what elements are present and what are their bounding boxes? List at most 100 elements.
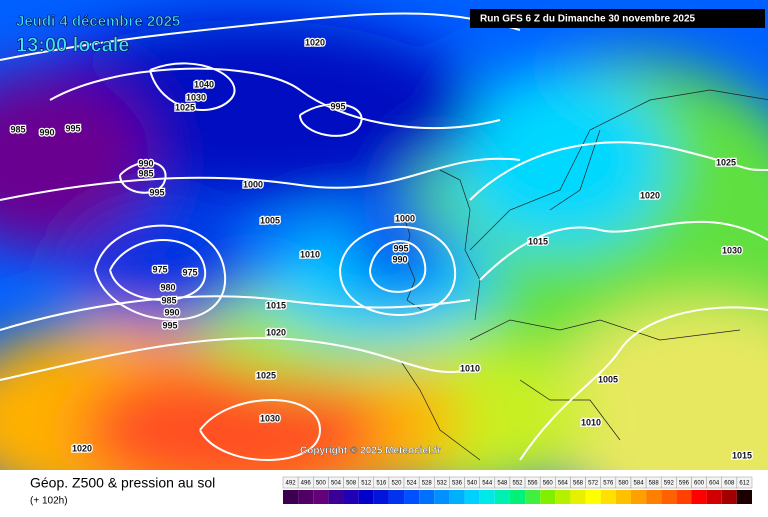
isobar-label: 995: [65, 123, 80, 133]
scale-label: 568: [573, 481, 584, 487]
scale-swatch: [600, 490, 616, 504]
isobar-label: 995: [393, 243, 408, 253]
isobar-label: 1005: [260, 215, 280, 225]
scale-label: 576: [603, 481, 614, 487]
scale-label: 572: [588, 481, 599, 487]
scale-swatch: [570, 490, 586, 504]
lead-time: (+ 102h): [30, 496, 68, 507]
scale-label: 492: [286, 481, 297, 487]
scale-label: 504: [331, 481, 342, 487]
isobar-label: 1020: [640, 190, 660, 200]
scale-label: 548: [497, 481, 508, 487]
scale-label: 564: [558, 481, 569, 487]
scale-label: 512: [361, 481, 372, 487]
scale-swatch: [404, 490, 420, 504]
isobar-label: 1010: [460, 363, 480, 373]
isobar-label: 1030: [186, 92, 206, 102]
scale-label: 528: [422, 481, 433, 487]
time: 13:00 locale: [16, 34, 129, 56]
isobar-label: 1030: [722, 245, 742, 255]
scale-swatch: [494, 490, 510, 504]
isobar-label: 1020: [266, 327, 286, 337]
scale-swatch: [313, 490, 329, 504]
scale-label: 584: [634, 481, 645, 487]
scale-swatch: [585, 490, 601, 504]
run: Run GFS 6 Z du Dimanche 30 novembre 2025: [480, 14, 696, 25]
scale-swatch: [343, 490, 359, 504]
scale-swatch: [419, 490, 435, 504]
scale-label: 612: [739, 481, 750, 487]
scale-label: 560: [543, 481, 554, 487]
isobar-label: 1025: [716, 157, 736, 167]
isobar-label: 1030: [260, 413, 280, 423]
scale-label: 520: [391, 481, 402, 487]
scale-swatch: [630, 490, 647, 504]
scale-swatch: [691, 490, 707, 504]
isobar-label: 990: [164, 307, 179, 317]
isobar-label: 1025: [256, 370, 276, 380]
scale-label: 604: [709, 481, 720, 487]
scale-swatch: [706, 490, 722, 504]
scale-label-bg: [736, 476, 753, 489]
isobar-label: 990: [138, 158, 153, 168]
scale-label: 516: [376, 481, 387, 487]
scale-label: 500: [316, 481, 327, 487]
isobar-label: 1025: [175, 102, 195, 112]
isobar-label: 1040: [194, 79, 214, 89]
isobar-label: 985: [161, 295, 176, 305]
isobar-label: 985: [10, 124, 25, 134]
scale-label: 600: [694, 481, 705, 487]
scale-swatch: [736, 490, 752, 504]
scale-swatch: [509, 490, 526, 504]
date: Jeudi 4 décembre 2025: [16, 13, 180, 30]
isobar-label: 990: [39, 127, 54, 137]
scale-swatch: [298, 490, 314, 504]
scale-label: 556: [528, 481, 539, 487]
isobar-label: 975: [152, 264, 167, 274]
isobar-label: 1015: [528, 236, 548, 246]
scale-swatch: [540, 490, 556, 504]
scale-swatch: [661, 490, 677, 504]
isobar-label: 1000: [395, 213, 415, 223]
scale-swatch: [434, 490, 450, 504]
scale-swatch: [464, 490, 480, 504]
scale-label: 508: [346, 481, 357, 487]
isobar-label: 1010: [300, 249, 320, 259]
isobar-label: 990: [392, 254, 407, 264]
color-scale: 492 496 500 504 508 512 516 520 524 528 532 536 540 5…: [282, 476, 753, 504]
scale-label: 496: [301, 481, 312, 487]
scale-swatch: [721, 490, 737, 504]
isobar-label: 1005: [598, 374, 618, 384]
scale-swatch: [358, 490, 374, 504]
scale-label: 608: [724, 481, 735, 487]
scale-label: 536: [452, 481, 463, 487]
scale-swatch: [388, 490, 405, 504]
scale-label: 532: [437, 481, 448, 487]
scale-swatch: [373, 490, 389, 504]
scale-swatch: [449, 490, 465, 504]
scale-label: 596: [679, 481, 690, 487]
isobar-label: 995: [162, 320, 177, 330]
scale-swatch: [283, 490, 299, 504]
isobar-label: 985: [138, 168, 153, 178]
isobar-label: 1000: [243, 179, 263, 189]
isobar-label: 1010: [581, 417, 601, 427]
scale-label: 588: [649, 481, 660, 487]
scale-swatch: [615, 490, 631, 504]
scale-swatch: [525, 490, 541, 504]
scale-label: 552: [512, 481, 523, 487]
isobar-label: 1015: [266, 300, 286, 310]
scale-label: 580: [618, 481, 629, 487]
isobar-label: 995: [149, 187, 164, 197]
isobar-label: 1015: [732, 450, 752, 460]
scale-swatch: [555, 490, 571, 504]
isobar-label: 1020: [72, 443, 92, 453]
copyright: Copyright © 2025 Meteociel.fr: [300, 446, 441, 457]
footer-title: Géop. Z500 & pression au sol: [30, 475, 215, 491]
isobar-label: 980: [160, 282, 175, 292]
isobar-label: 995: [330, 101, 345, 111]
